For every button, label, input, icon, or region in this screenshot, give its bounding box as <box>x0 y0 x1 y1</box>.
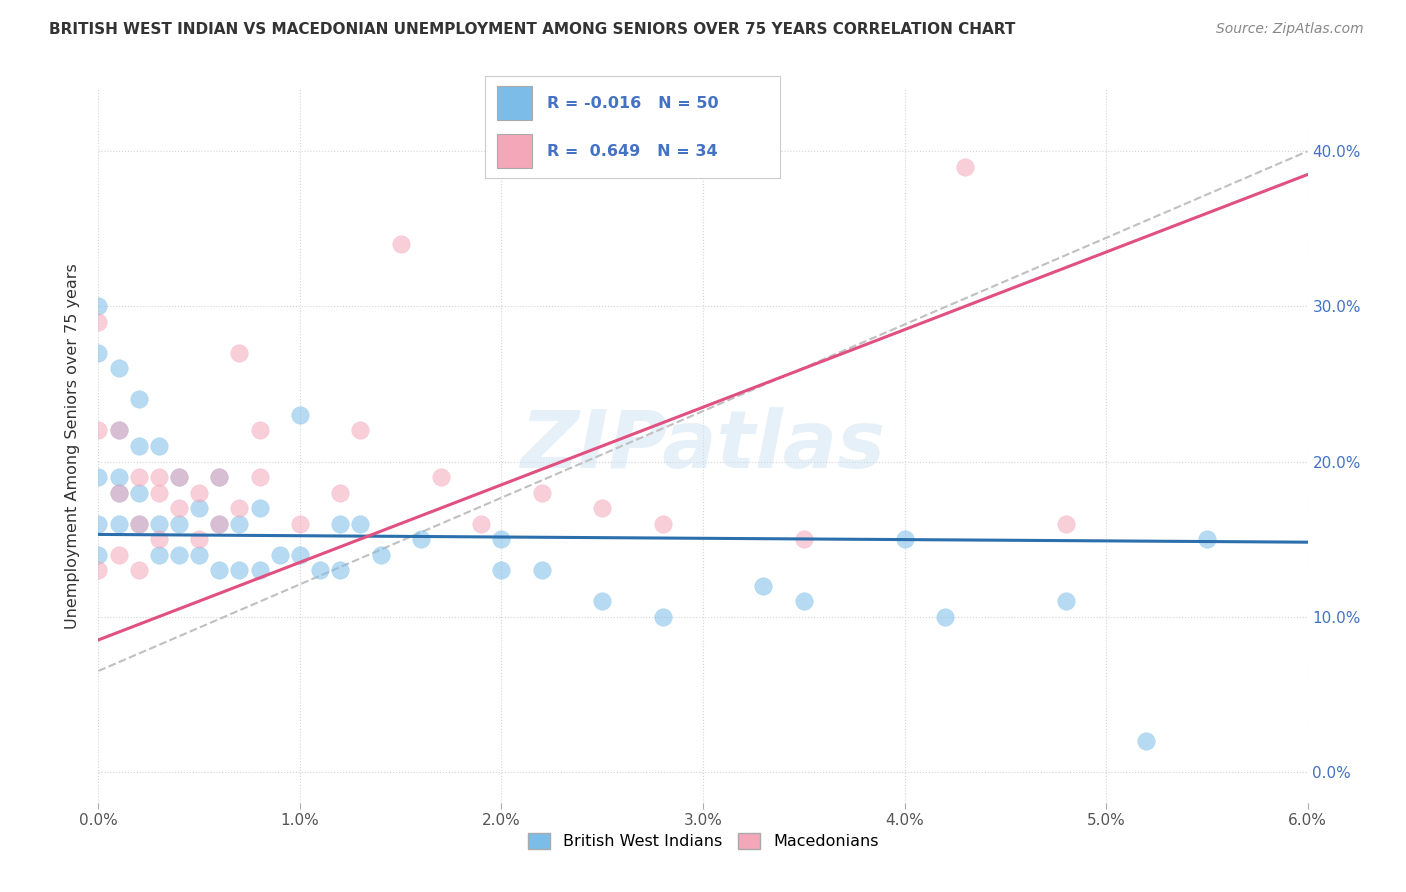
Point <box>228 346 250 360</box>
Point <box>87 315 110 329</box>
FancyBboxPatch shape <box>496 135 533 168</box>
Point <box>349 424 371 438</box>
Point <box>128 516 150 531</box>
Point <box>208 563 231 577</box>
Point <box>470 516 492 531</box>
Point <box>107 548 129 562</box>
Point <box>107 485 129 500</box>
Text: ZIPatlas: ZIPatlas <box>520 407 886 485</box>
Point <box>87 548 110 562</box>
Point <box>953 160 976 174</box>
Point <box>167 470 190 484</box>
Point <box>128 516 150 531</box>
Point <box>228 563 250 577</box>
Point <box>793 594 815 608</box>
Point <box>752 579 775 593</box>
Point <box>269 548 291 562</box>
Point <box>128 392 150 407</box>
Point <box>87 516 110 531</box>
Point <box>188 532 211 546</box>
Point <box>309 563 332 577</box>
Point <box>249 470 271 484</box>
Point <box>87 563 110 577</box>
Point <box>208 516 231 531</box>
Point <box>107 470 129 484</box>
Point <box>107 424 129 438</box>
Point <box>530 485 553 500</box>
Point <box>591 501 613 516</box>
Point <box>329 516 352 531</box>
Point <box>128 470 150 484</box>
Point <box>1195 532 1218 546</box>
Point <box>167 516 190 531</box>
Point <box>107 424 129 438</box>
Point <box>188 485 211 500</box>
FancyBboxPatch shape <box>496 87 533 120</box>
Point <box>491 563 513 577</box>
Point <box>228 516 250 531</box>
Point <box>128 563 150 577</box>
Point <box>188 501 211 516</box>
Text: R =  0.649   N = 34: R = 0.649 N = 34 <box>547 145 717 160</box>
Point <box>329 563 352 577</box>
Point <box>651 516 673 531</box>
Point <box>167 548 190 562</box>
Point <box>148 439 170 453</box>
Point <box>651 609 673 624</box>
Text: R = -0.016   N = 50: R = -0.016 N = 50 <box>547 96 718 111</box>
Point <box>167 470 190 484</box>
Point <box>107 516 129 531</box>
Point <box>148 516 170 531</box>
Point <box>1054 594 1077 608</box>
Point <box>288 516 311 531</box>
Point <box>228 501 250 516</box>
Point <box>87 424 110 438</box>
Point <box>148 485 170 500</box>
Point <box>208 470 231 484</box>
Point <box>530 563 553 577</box>
Point <box>87 470 110 484</box>
Point <box>87 346 110 360</box>
Text: Source: ZipAtlas.com: Source: ZipAtlas.com <box>1216 22 1364 37</box>
Point <box>208 516 231 531</box>
Point <box>288 408 311 422</box>
Point <box>249 424 271 438</box>
Point <box>167 501 190 516</box>
Point <box>148 532 170 546</box>
Point <box>491 532 513 546</box>
Point <box>87 299 110 313</box>
Point <box>107 485 129 500</box>
Legend: British West Indians, Macedonians: British West Indians, Macedonians <box>522 826 884 855</box>
Point <box>389 237 412 252</box>
Point <box>370 548 392 562</box>
Point <box>249 501 271 516</box>
Point <box>793 532 815 546</box>
Text: BRITISH WEST INDIAN VS MACEDONIAN UNEMPLOYMENT AMONG SENIORS OVER 75 YEARS CORRE: BRITISH WEST INDIAN VS MACEDONIAN UNEMPL… <box>49 22 1015 37</box>
Point <box>349 516 371 531</box>
Point <box>1054 516 1077 531</box>
Point <box>107 361 129 376</box>
Point <box>208 470 231 484</box>
Point <box>409 532 432 546</box>
Point <box>128 485 150 500</box>
Point <box>148 470 170 484</box>
Point <box>188 548 211 562</box>
Point <box>1135 733 1157 747</box>
Point <box>893 532 915 546</box>
Point <box>591 594 613 608</box>
Point <box>329 485 352 500</box>
Point <box>934 609 956 624</box>
Point <box>249 563 271 577</box>
Point <box>128 439 150 453</box>
Point <box>430 470 453 484</box>
Point <box>288 548 311 562</box>
Point <box>148 548 170 562</box>
Y-axis label: Unemployment Among Seniors over 75 years: Unemployment Among Seniors over 75 years <box>65 263 80 629</box>
